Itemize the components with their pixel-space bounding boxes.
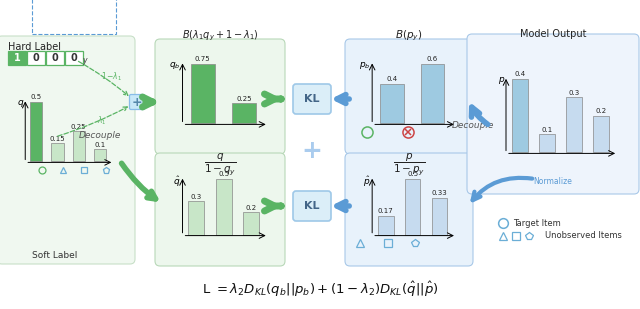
- Text: q: q: [17, 98, 23, 107]
- Text: 0.6: 0.6: [427, 56, 438, 62]
- Text: KL: KL: [304, 201, 320, 211]
- Bar: [378, 216, 394, 235]
- Bar: [216, 179, 232, 235]
- Bar: [380, 83, 404, 123]
- Text: $\hat{q}$: $\hat{q}$: [173, 175, 180, 189]
- Text: Soft Label: Soft Label: [32, 252, 77, 260]
- Bar: [30, 102, 42, 161]
- Text: 0.1: 0.1: [541, 127, 552, 133]
- Text: $q_b$: $q_b$: [169, 60, 180, 70]
- Text: 0.5: 0.5: [31, 94, 42, 100]
- Text: 0.5: 0.5: [407, 171, 418, 177]
- Text: 0: 0: [33, 53, 40, 63]
- Text: 0.4: 0.4: [514, 71, 525, 78]
- Bar: [232, 104, 256, 123]
- Text: 0.4: 0.4: [387, 76, 397, 82]
- Text: $\dfrac{q}{1-q_y}$: $\dfrac{q}{1-q_y}$: [204, 151, 236, 177]
- Text: 0.3: 0.3: [191, 194, 202, 200]
- FancyBboxPatch shape: [467, 34, 639, 194]
- Bar: [72, 132, 85, 161]
- FancyBboxPatch shape: [293, 84, 331, 114]
- Text: 0.25: 0.25: [236, 96, 252, 102]
- Text: +: +: [301, 139, 323, 163]
- Text: y: y: [82, 56, 86, 65]
- Bar: [32, 0, 116, 34]
- Text: 0.1: 0.1: [94, 142, 106, 148]
- Bar: [94, 150, 106, 161]
- Bar: [51, 143, 63, 161]
- Bar: [539, 134, 554, 152]
- Text: L $= \lambda_2 D_{KL}(q_b||p_b) + (1-\lambda_2) D_{KL}(\hat{q}||\hat{p})$: L $= \lambda_2 D_{KL}(q_b||p_b) + (1-\la…: [202, 279, 438, 298]
- Text: Decouple: Decouple: [452, 121, 494, 130]
- Text: $\lambda_1$: $\lambda_1$: [97, 115, 107, 127]
- Bar: [8, 51, 26, 65]
- Bar: [420, 64, 444, 123]
- Text: 1: 1: [13, 53, 20, 63]
- Bar: [432, 198, 447, 235]
- Text: $B(\lambda_1 q_y + 1 - \lambda_1)$: $B(\lambda_1 q_y + 1 - \lambda_1)$: [182, 29, 259, 43]
- FancyBboxPatch shape: [345, 153, 473, 266]
- Text: Decouple: Decouple: [79, 132, 121, 141]
- Text: 0: 0: [52, 53, 58, 63]
- FancyBboxPatch shape: [155, 39, 285, 154]
- Bar: [243, 212, 259, 235]
- Text: 0.3: 0.3: [568, 90, 579, 96]
- Text: p: p: [499, 75, 504, 84]
- Text: Unobserved Items: Unobserved Items: [545, 231, 622, 240]
- FancyBboxPatch shape: [0, 36, 135, 264]
- Bar: [188, 201, 204, 235]
- Bar: [512, 79, 527, 152]
- Text: 0.25: 0.25: [71, 124, 86, 130]
- Bar: [566, 97, 582, 152]
- Text: 0.75: 0.75: [195, 56, 211, 62]
- Text: 0.17: 0.17: [378, 208, 394, 214]
- Bar: [46, 51, 64, 65]
- Bar: [65, 51, 83, 65]
- Text: Target Item: Target Item: [513, 218, 561, 227]
- Bar: [405, 179, 420, 235]
- Text: +: +: [132, 95, 142, 108]
- Text: 0.2: 0.2: [595, 108, 606, 114]
- Text: 0.2: 0.2: [246, 205, 257, 211]
- Text: $\dfrac{p}{1-p_y}$: $\dfrac{p}{1-p_y}$: [393, 151, 425, 177]
- FancyBboxPatch shape: [129, 95, 145, 109]
- Text: 0.15: 0.15: [50, 136, 65, 142]
- Text: $1\!-\!\lambda_1$: $1\!-\!\lambda_1$: [101, 71, 123, 83]
- Text: $B(p_y)$: $B(p_y)$: [396, 29, 423, 43]
- Text: 0: 0: [70, 53, 77, 63]
- Text: 0.5: 0.5: [218, 171, 229, 177]
- Bar: [27, 51, 45, 65]
- FancyBboxPatch shape: [293, 191, 331, 221]
- Bar: [191, 64, 214, 123]
- Text: $p_b$: $p_b$: [358, 60, 370, 70]
- Text: Hard Label: Hard Label: [8, 42, 61, 52]
- Text: Normalize: Normalize: [534, 176, 572, 185]
- FancyBboxPatch shape: [345, 39, 473, 154]
- Text: KL: KL: [304, 94, 320, 104]
- Text: $\hat{p}$: $\hat{p}$: [363, 175, 370, 189]
- FancyBboxPatch shape: [155, 153, 285, 266]
- Text: Model Output: Model Output: [520, 29, 586, 39]
- Bar: [593, 116, 609, 152]
- Text: 0.33: 0.33: [431, 190, 447, 196]
